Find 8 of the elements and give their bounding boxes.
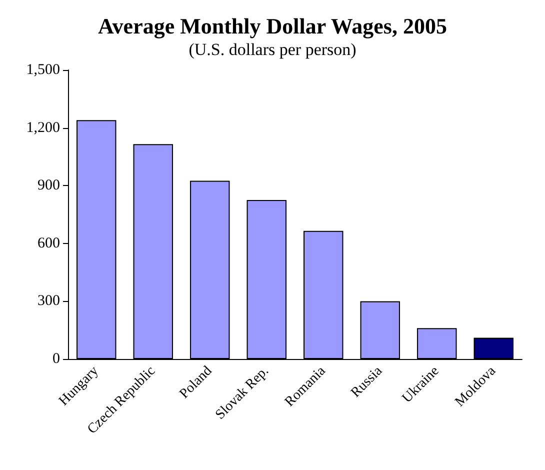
chart-subtitle: (U.S. dollars per person) — [188, 40, 356, 59]
y-tick-label: 1,500 — [26, 62, 60, 78]
y-tick-label: 0 — [52, 351, 60, 367]
y-tick-label: 900 — [38, 178, 60, 194]
chart-title: Average Monthly Dollar Wages, 2005 — [98, 14, 447, 38]
y-tick-label: 300 — [38, 293, 60, 310]
y-tick-label: 1,200 — [26, 120, 60, 136]
y-tick-label: 600 — [38, 235, 60, 252]
